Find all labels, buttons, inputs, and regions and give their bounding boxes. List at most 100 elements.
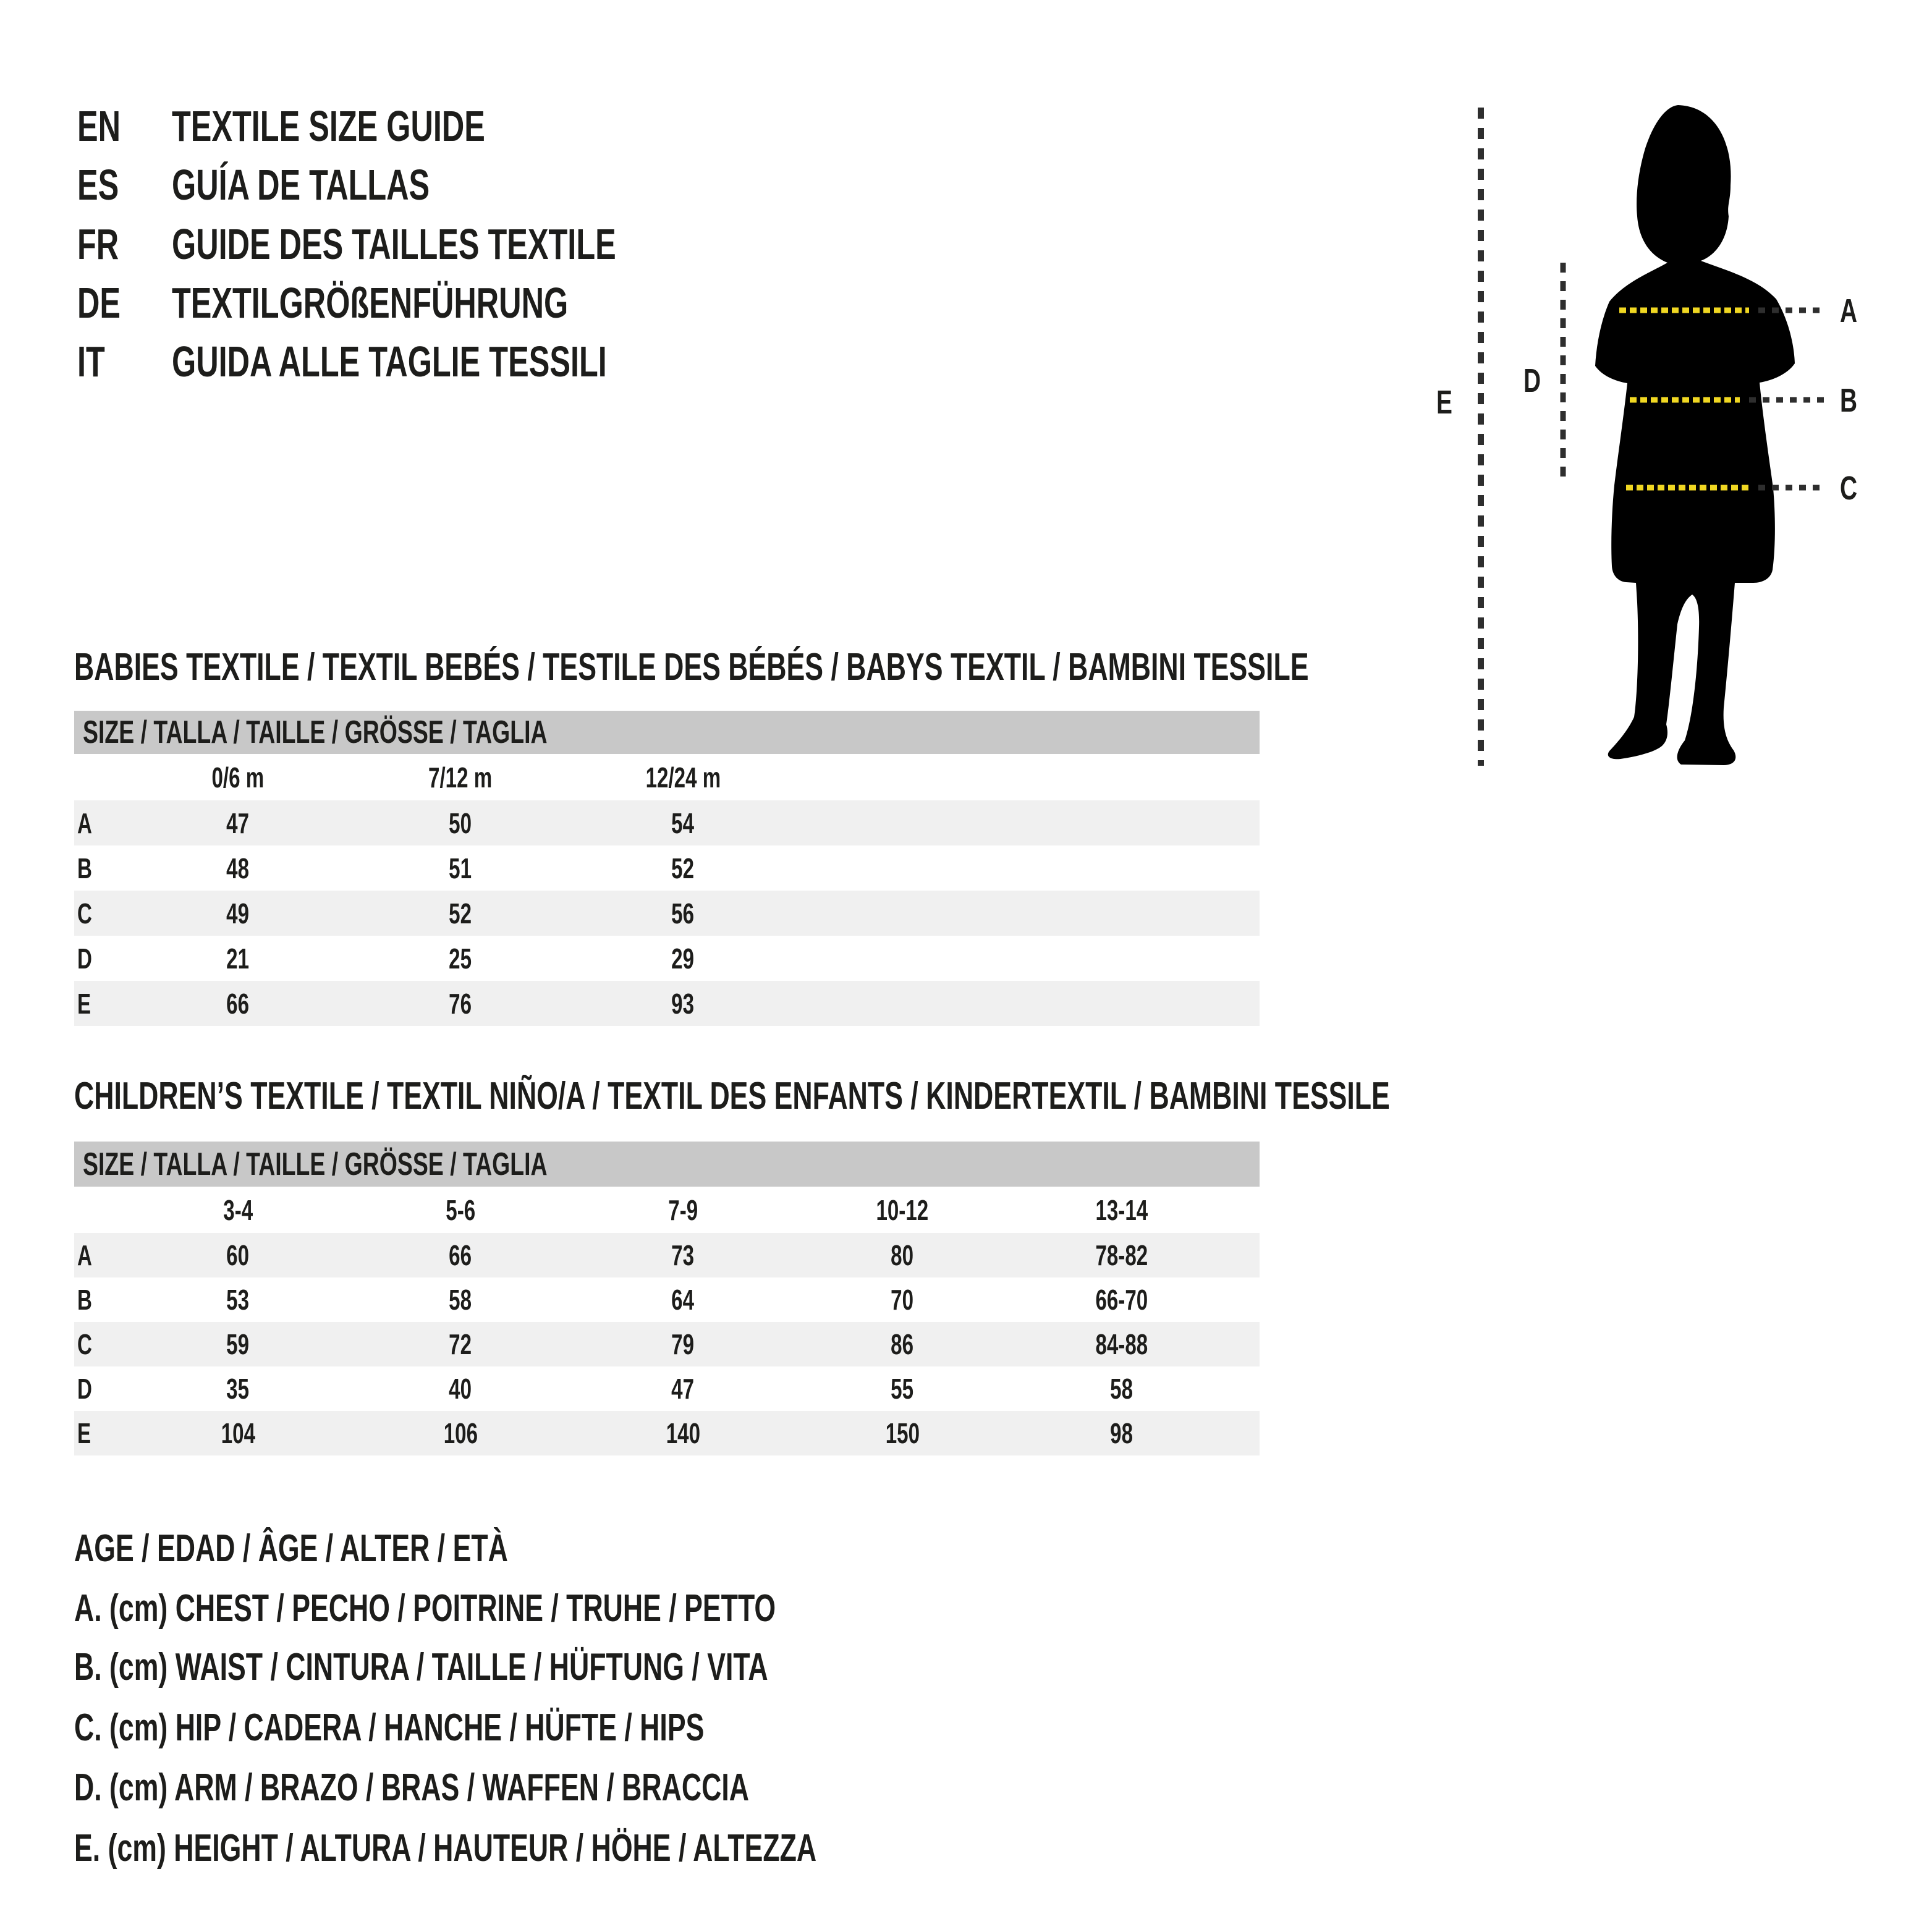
table-row: A 60 66 73 80 78-82 bbox=[74, 1233, 1260, 1277]
table-cell: 47 bbox=[671, 1373, 695, 1405]
table-cell: 73 bbox=[671, 1239, 695, 1271]
legend-height: E. (cm) HEIGHT / ALTURA / HAUTEUR / HÖHE… bbox=[74, 1827, 817, 1870]
table-cell: 80 bbox=[891, 1239, 914, 1271]
table-cell: 50 bbox=[449, 807, 472, 839]
table-cell: 35 bbox=[226, 1373, 250, 1405]
babies-col-header: 12/24 m bbox=[645, 761, 721, 794]
table-cell: 104 bbox=[221, 1417, 255, 1449]
language-row-fr: FR GUIDE DES TAILLES TEXTILE bbox=[77, 215, 789, 274]
figure-label-c: C bbox=[1840, 469, 1857, 507]
guide-title-en: TEXTILE SIZE GUIDE bbox=[172, 102, 485, 150]
table-row: E 104 106 140 150 98 bbox=[74, 1411, 1260, 1455]
legend-age: AGE / EDAD / ÂGE / ALTER / ETÀ bbox=[74, 1527, 508, 1570]
legend-waist: B. (cm) WAIST / CINTURA / TAILLE / HÜFTU… bbox=[74, 1646, 768, 1688]
row-letter: B bbox=[77, 852, 92, 884]
table-cell: 66 bbox=[449, 1239, 472, 1271]
table-row: E 66 76 93 bbox=[74, 981, 1260, 1026]
table-cell: 66 bbox=[226, 987, 250, 1020]
table-cell: 54 bbox=[671, 807, 695, 839]
table-cell: 93 bbox=[671, 987, 695, 1020]
row-letter: C bbox=[77, 1328, 92, 1360]
table-row: C 59 72 79 86 84-88 bbox=[74, 1322, 1260, 1366]
table-cell: 78-82 bbox=[1095, 1239, 1148, 1271]
table-cell: 58 bbox=[449, 1284, 472, 1316]
children-size-header-bar: SIZE / TALLA / TAILLE / GRÖSSE / TAGLIA bbox=[74, 1142, 1260, 1187]
legend-hip: C. (cm) HIP / CADERA / HANCHE / HÜFTE / … bbox=[74, 1706, 705, 1749]
babies-size-header-bar: SIZE / TALLA / TAILLE / GRÖSSE / TAGLIA bbox=[74, 711, 1260, 754]
table-row: C 49 52 56 bbox=[74, 891, 1260, 936]
table-cell: 51 bbox=[449, 852, 472, 884]
table-cell: 52 bbox=[671, 852, 695, 884]
table-cell: 86 bbox=[891, 1328, 914, 1360]
language-code: ES bbox=[77, 161, 119, 209]
children-section-heading: CHILDREN’S TEXTILE / TEXTIL NIÑO/A / TEX… bbox=[74, 1075, 1390, 1117]
table-cell: 21 bbox=[226, 942, 250, 975]
legend-arm: D. (cm) ARM / BRAZO / BRAS / WAFFEN / BR… bbox=[74, 1766, 750, 1809]
language-code: IT bbox=[77, 337, 105, 386]
guide-title-es: GUÍA DE TALLAS bbox=[172, 161, 430, 209]
table-cell: 79 bbox=[671, 1328, 695, 1360]
language-row-de: DE TEXTILGRÖßENFÜHRUNG bbox=[77, 274, 722, 333]
babies-col-header: 0/6 m bbox=[211, 761, 265, 794]
table-cell: 40 bbox=[449, 1373, 472, 1405]
measurement-figure: A B C D E bbox=[1421, 74, 1932, 791]
row-letter: A bbox=[77, 807, 92, 839]
table-cell: 150 bbox=[885, 1417, 920, 1449]
babies-col-header: 7/12 m bbox=[428, 761, 493, 794]
legend-chest: A. (cm) CHEST / PECHO / POITRINE / TRUHE… bbox=[74, 1587, 776, 1630]
table-cell: 98 bbox=[1110, 1417, 1133, 1449]
table-row: D 21 25 29 bbox=[74, 936, 1260, 981]
row-letter: A bbox=[77, 1239, 92, 1271]
child-silhouette-diagram: A B C D E bbox=[1436, 105, 1857, 766]
table-cell: 70 bbox=[891, 1284, 914, 1316]
table-cell: 60 bbox=[226, 1239, 250, 1271]
figure-label-e: E bbox=[1436, 383, 1452, 421]
table-cell: 56 bbox=[671, 897, 695, 930]
table-cell: 52 bbox=[449, 897, 472, 930]
table-cell: 106 bbox=[443, 1417, 478, 1449]
table-cell: 53 bbox=[226, 1284, 250, 1316]
figure-label-d: D bbox=[1523, 362, 1541, 399]
child-silhouette bbox=[1595, 105, 1795, 765]
babies-column-header-row: 0/6 m 7/12 m 12/24 m bbox=[74, 754, 1260, 800]
children-col-header: 5-6 bbox=[446, 1193, 475, 1226]
table-row: A 47 50 54 bbox=[74, 800, 1260, 845]
table-row: B 53 58 64 70 66-70 bbox=[74, 1277, 1260, 1322]
table-cell: 76 bbox=[449, 987, 472, 1020]
guide-title-de: TEXTILGRÖßENFÜHRUNG bbox=[172, 279, 569, 327]
children-col-header: 10-12 bbox=[876, 1193, 929, 1226]
language-code: EN bbox=[77, 102, 121, 150]
guide-title-it: GUIDA ALLE TAGLIE TESSILI bbox=[172, 337, 607, 386]
table-cell: 25 bbox=[449, 942, 472, 975]
row-letter: B bbox=[77, 1284, 92, 1316]
table-row: D 35 40 47 55 58 bbox=[74, 1366, 1260, 1411]
guide-title-fr: GUIDE DES TAILLES TEXTILE bbox=[172, 220, 616, 268]
children-column-header-row: 3-4 5-6 7-9 10-12 13-14 bbox=[74, 1187, 1260, 1233]
children-col-header: 13-14 bbox=[1095, 1193, 1148, 1226]
language-row-it: IT GUIDA ALLE TAGLIE TESSILI bbox=[77, 333, 776, 391]
figure-label-b: B bbox=[1840, 381, 1857, 419]
table-cell: 47 bbox=[226, 807, 250, 839]
table-cell: 72 bbox=[449, 1328, 472, 1360]
children-col-header: 7-9 bbox=[668, 1193, 698, 1226]
table-cell: 84-88 bbox=[1095, 1328, 1148, 1360]
table-cell: 48 bbox=[226, 852, 250, 884]
row-letter: E bbox=[77, 1417, 91, 1449]
figure-label-a: A bbox=[1840, 292, 1857, 329]
table-cell: 49 bbox=[226, 897, 250, 930]
children-col-header: 3-4 bbox=[223, 1193, 253, 1226]
table-cell: 58 bbox=[1110, 1373, 1133, 1405]
row-letter: D bbox=[77, 942, 92, 975]
language-row-en: EN TEXTILE SIZE GUIDE bbox=[77, 97, 607, 156]
row-letter: E bbox=[77, 987, 91, 1020]
table-cell: 59 bbox=[226, 1328, 250, 1360]
table-row: B 48 51 52 bbox=[74, 845, 1260, 891]
row-letter: D bbox=[77, 1373, 92, 1405]
table-cell: 66-70 bbox=[1095, 1284, 1148, 1316]
row-letter: C bbox=[77, 897, 92, 930]
babies-section-heading: BABIES TEXTILE / TEXTIL BEBÉS / TESTILE … bbox=[74, 646, 1309, 688]
table-cell: 140 bbox=[666, 1417, 700, 1449]
language-row-es: ES GUÍA DE TALLAS bbox=[77, 156, 530, 214]
table-cell: 64 bbox=[671, 1284, 695, 1316]
